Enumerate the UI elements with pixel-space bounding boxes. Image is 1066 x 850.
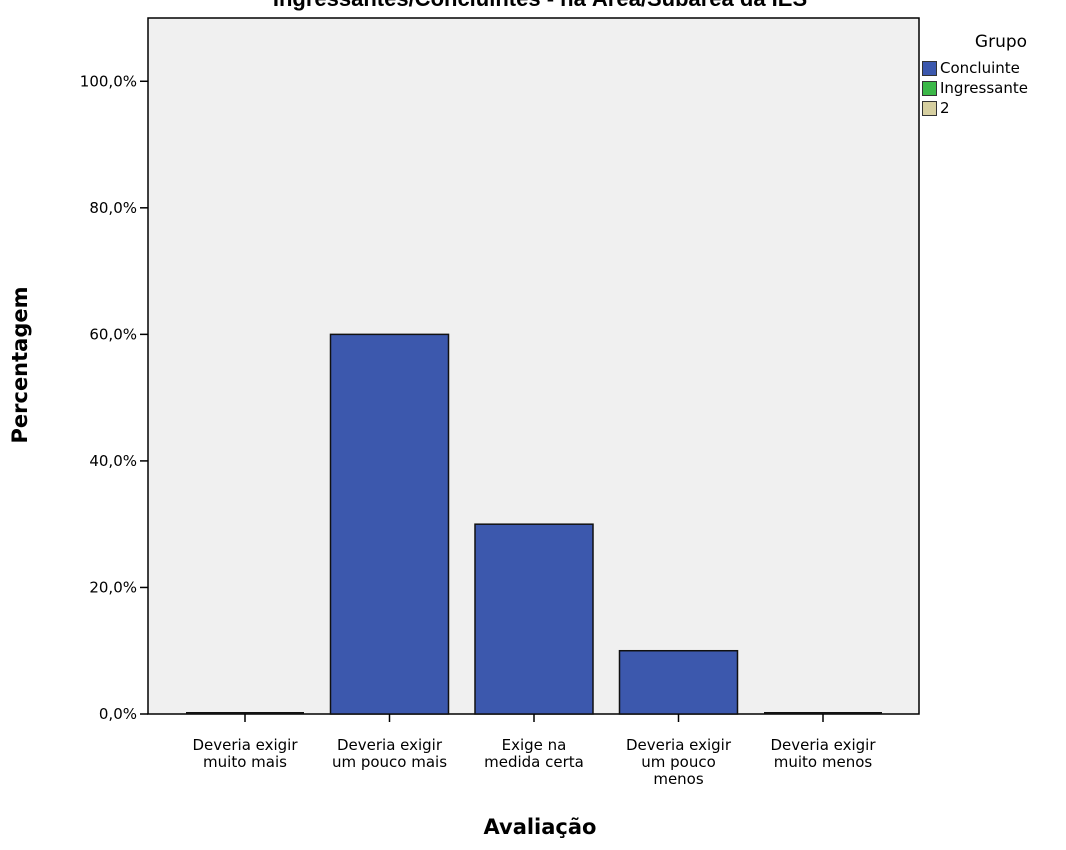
x-tick-label: Deveria exigir um pouco menos xyxy=(626,736,732,788)
legend-title: Grupo xyxy=(974,32,1028,52)
chart-title: Ingressantes/Concluintes - na Área/Subár… xyxy=(180,0,900,12)
y-axis: 0,0% 20,0% 40,0% 60,0% 80,0% 100,0% xyxy=(80,72,148,723)
x-axis: Deveria exigir muito mais Deveria exigir um… xyxy=(192,714,876,788)
bars-group xyxy=(186,333,882,715)
x-tick-label: Deveria exigir muito menos xyxy=(770,736,876,771)
legend-swatch-2 xyxy=(922,100,937,116)
x-tick-label: Deveria exigir um pouco mais xyxy=(332,736,447,771)
y-tick-label: 100,0% xyxy=(80,72,137,90)
bar xyxy=(618,649,739,715)
x-tick-label: Deveria exigir muito mais xyxy=(192,736,298,771)
y-tick-label: 60,0% xyxy=(89,325,137,343)
legend-swatch-ingressante xyxy=(922,80,937,96)
x-axis-title: Avaliação xyxy=(483,815,597,839)
y-tick-label: 20,0% xyxy=(89,578,137,596)
y-tick-label: 80,0% xyxy=(89,199,137,217)
legend-label-concluinte: Concluinte xyxy=(940,59,1020,77)
legend-label-2: 2 xyxy=(940,99,950,117)
y-tick-label: 40,0% xyxy=(89,452,137,470)
legend-swatch-concluinte xyxy=(922,60,937,76)
legend-item-ingressante: Ingressante xyxy=(922,78,1062,98)
x-tick-label: Exige na medida certa xyxy=(484,736,584,771)
y-tick-label: 0,0% xyxy=(99,705,137,723)
legend: Grupo Concluinte Ingressante 2 xyxy=(922,32,1062,118)
bar xyxy=(329,333,450,715)
legend-label-ingressante: Ingressante xyxy=(940,79,1028,97)
bar xyxy=(474,523,594,715)
legend-item-concluinte: Concluinte xyxy=(922,58,1062,78)
y-axis-title-text: Percentagem xyxy=(8,286,32,444)
legend-item-2: 2 xyxy=(922,98,1062,118)
